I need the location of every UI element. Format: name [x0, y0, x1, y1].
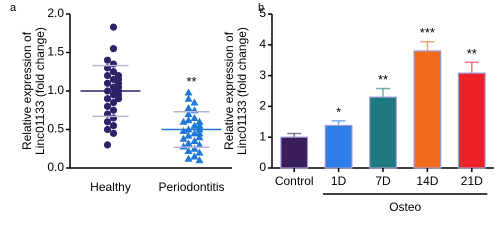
data-point: [109, 23, 118, 31]
data-point: [109, 68, 118, 76]
data-point: [114, 95, 123, 103]
data-point: [103, 125, 112, 134]
data-point: [109, 114, 118, 122]
group-label: Osteo: [389, 200, 421, 214]
significance: ***: [420, 25, 435, 40]
figure: a b 0.0 0.5 1.0 1.5 2.0 Relative expression o…: [10, 2, 494, 214]
data-point: [109, 98, 118, 107]
data-point: [195, 148, 204, 156]
x-tick-label: 14D: [416, 174, 438, 188]
y-tick-label: 3: [259, 68, 266, 82]
data-point: [190, 144, 199, 152]
data-point: [195, 121, 204, 129]
data-point: [179, 134, 188, 142]
data-point: [184, 103, 193, 111]
data-point: [109, 129, 118, 137]
data-point: [103, 79, 112, 87]
y-axis-label: Linc01133 (fold change): [33, 27, 47, 155]
data-point: [109, 106, 118, 114]
x-tick-label: Periodontitis: [158, 180, 224, 194]
y-tick-label: 5: [259, 6, 266, 20]
significance: **: [467, 46, 477, 61]
y-tick-label: 1: [259, 129, 266, 143]
y-tick-label: 4: [259, 37, 266, 51]
x-tick-label: 7D: [375, 174, 391, 188]
significance: **: [378, 72, 388, 87]
data-point: [103, 56, 112, 64]
data-point: [195, 129, 204, 137]
data-point: [190, 98, 199, 106]
y-tick-label: 2.0: [47, 6, 64, 20]
data-point: [109, 60, 118, 68]
data-point: [109, 91, 118, 99]
data-point: [109, 75, 118, 84]
data-point: [195, 140, 204, 148]
x-tick-label: Control: [275, 174, 314, 188]
data-point: [190, 152, 199, 160]
bar: [457, 72, 486, 169]
data-point: [190, 121, 199, 129]
data-point: [190, 113, 199, 121]
data-point: [179, 127, 188, 135]
data-point: [109, 122, 118, 130]
y-axis-label: Linc01133 (fold change): [235, 27, 249, 155]
data-point: [103, 102, 112, 110]
bar: [413, 50, 442, 169]
data-point: [184, 94, 193, 102]
data-point: [103, 141, 112, 149]
data-point: [109, 45, 118, 53]
data-point: [190, 137, 199, 145]
y-tick-label: 2: [259, 99, 266, 113]
y-tick-label: 0.5: [47, 122, 64, 136]
bar: [369, 96, 397, 169]
data-point: [184, 139, 193, 147]
bar: [324, 124, 353, 169]
significance: *: [336, 104, 341, 119]
data-point: [184, 88, 193, 96]
panel-label: a: [10, 2, 17, 14]
y-tick-label: 1.5: [47, 45, 64, 59]
data-point: [103, 118, 112, 126]
data-point: [103, 72, 112, 80]
data-point: [195, 133, 204, 141]
data-point: [103, 95, 112, 103]
data-point: [184, 131, 193, 139]
data-point: [184, 116, 193, 124]
data-point: [195, 117, 204, 125]
bar: [280, 136, 309, 169]
data-point: [184, 147, 193, 155]
y-tick-label: 0: [259, 160, 266, 174]
x-tick-label: 1D: [331, 174, 347, 188]
y-tick-label: 1.0: [47, 83, 64, 97]
x-tick-label: 21D: [461, 174, 483, 188]
y-axis-label: Relative expression of: [222, 31, 236, 150]
y-tick-label: 0.0: [47, 160, 64, 174]
data-point: [184, 110, 193, 118]
x-tick-label: Healthy: [90, 180, 131, 194]
significance: **: [186, 74, 196, 89]
y-axis-label: Relative expression of: [20, 31, 34, 150]
data-point: [184, 154, 193, 162]
panel-label: b: [258, 2, 264, 14]
data-point: [195, 156, 204, 164]
data-point: [109, 83, 118, 91]
data-point: [179, 117, 188, 125]
